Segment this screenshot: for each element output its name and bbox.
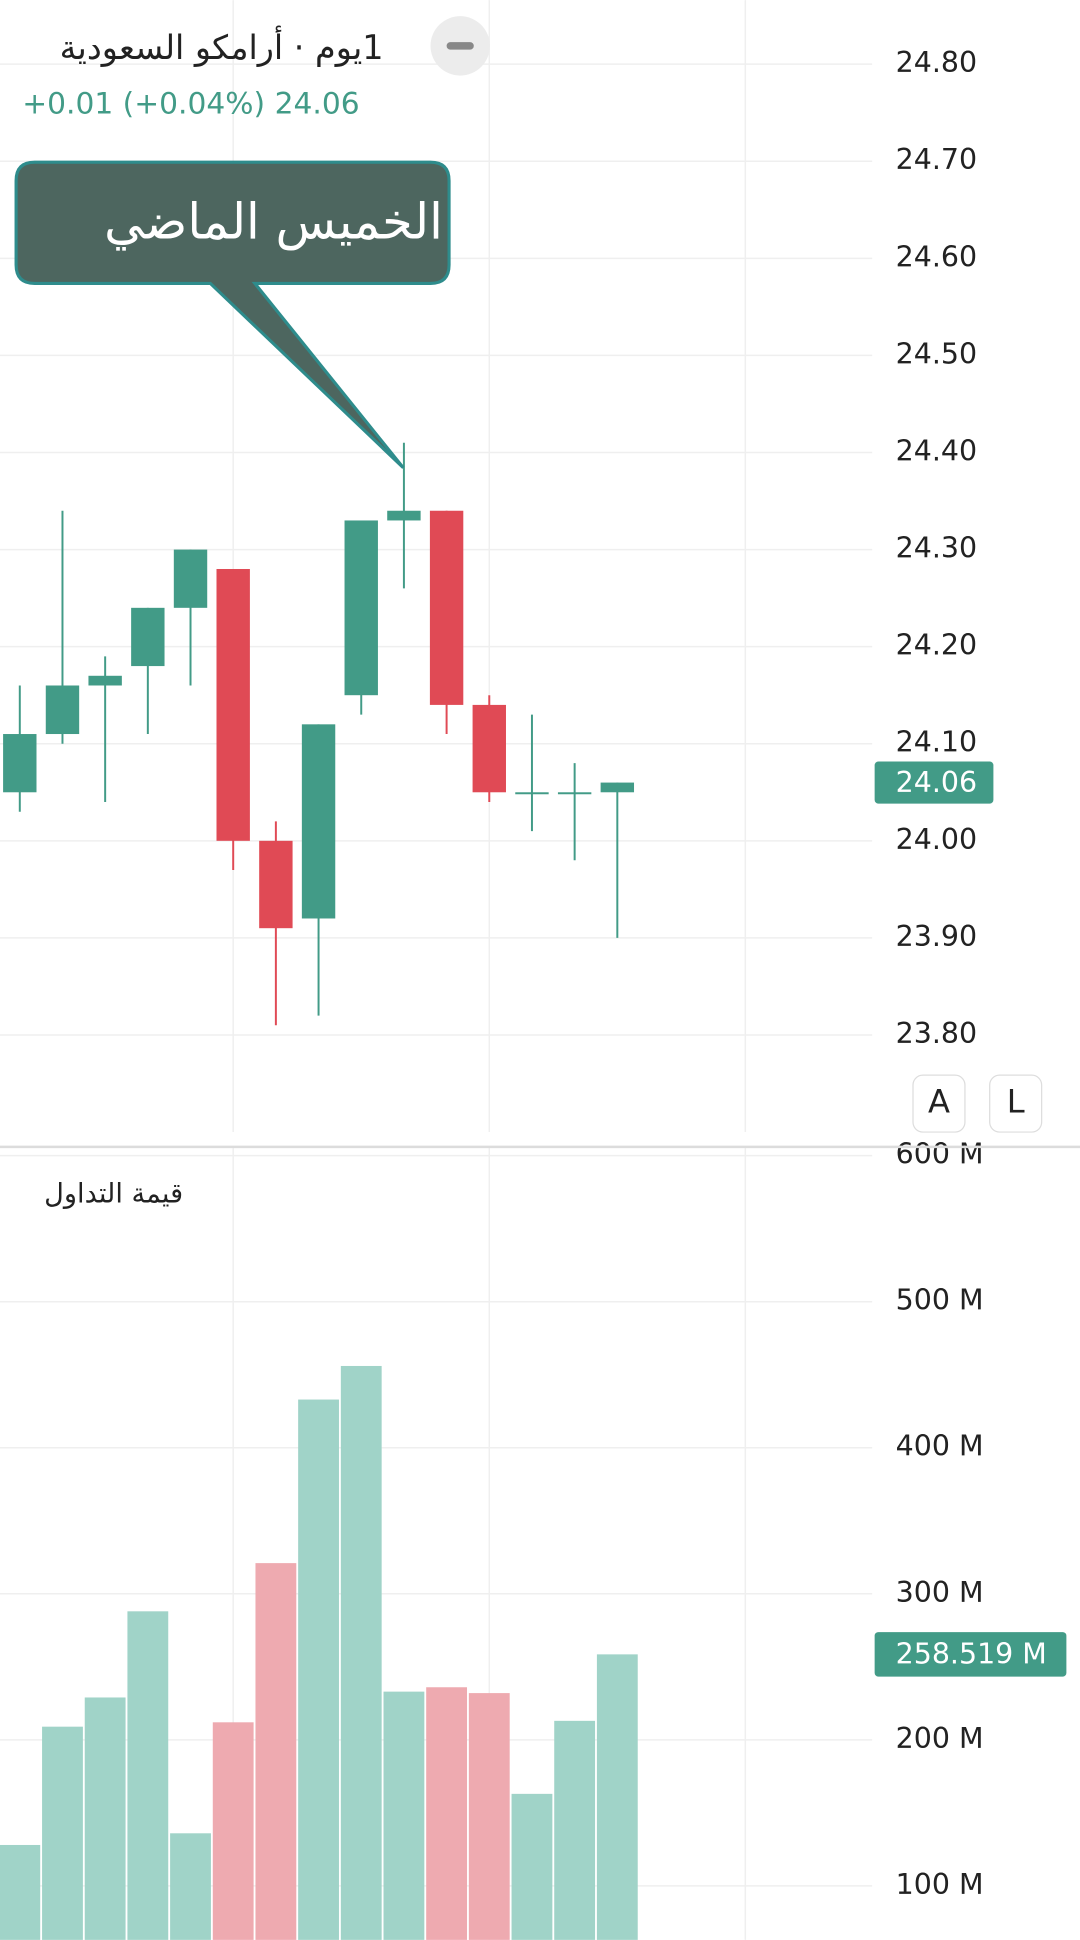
- marks-layer: 24.80 24.70 24.60 24.50 24.40 24.30 24.20 24.10…: [0, 46, 1067, 1940]
- y-tick-label: 300 M: [896, 1576, 984, 1609]
- y-tick-label: 24.30: [896, 532, 977, 565]
- volume-bar: [340, 1365, 382, 1940]
- y-tick-label: 500 M: [896, 1284, 984, 1317]
- callout: الخميس الماضي: [14, 160, 451, 469]
- y-tick-label: 24.80: [896, 46, 977, 79]
- y-tick-label: 100 M: [896, 1868, 984, 1901]
- candle-body: [88, 675, 122, 686]
- candle-body: [429, 510, 464, 705]
- volume-bar: [42, 1726, 83, 1940]
- y-tick-label: 200 M: [896, 1722, 984, 1755]
- candle-body: [131, 607, 165, 667]
- volume-bar: [0, 1844, 41, 1940]
- last-price-tag-label: 24.06: [896, 766, 977, 799]
- y-tick-label: 600 M: [896, 1138, 984, 1171]
- volume-title: قيمة التداول: [44, 1179, 183, 1210]
- volume-tag-label: 258.519 M: [896, 1638, 1047, 1671]
- volume-bar: [554, 1720, 596, 1940]
- volume-bar: [596, 1654, 638, 1940]
- y-tick-label: 24.70: [896, 143, 977, 176]
- log-scale-button[interactable]: [989, 1074, 1043, 1133]
- symbol-title: 1يوم · أرامكو السعودية: [60, 25, 384, 67]
- auto-scale-label[interactable]: A: [928, 1083, 950, 1121]
- y-tick-label: 23.90: [896, 920, 977, 953]
- y-tick-label: 24.50: [896, 337, 977, 370]
- price-change: +0.01 (+0.04%): [22, 87, 265, 122]
- candle-body: [472, 704, 506, 793]
- volume-bar: [212, 1722, 254, 1940]
- volume-bar: [468, 1693, 510, 1940]
- candle-body: [259, 840, 293, 929]
- volume-bar: [255, 1563, 297, 1940]
- volume-bar: [170, 1833, 211, 1940]
- candle-body: [600, 782, 635, 793]
- candle-body: [173, 549, 208, 608]
- volume-bar: [298, 1399, 339, 1940]
- y-tick-label: 24.10: [896, 726, 977, 759]
- candle-body: [387, 510, 421, 521]
- volume-bar: [511, 1793, 553, 1940]
- volume-tag: [874, 1632, 1067, 1677]
- callout-text: الخميس الماضي: [104, 193, 443, 251]
- y-tick-label: 24.40: [896, 434, 977, 467]
- y-tick-label: 400 M: [896, 1430, 984, 1463]
- y-tick-label: 24.20: [896, 629, 977, 662]
- candle-body: [216, 568, 250, 841]
- volume-bar: [84, 1697, 126, 1940]
- log-scale-label[interactable]: L: [1007, 1083, 1025, 1121]
- volume-bar: [127, 1611, 169, 1940]
- candle-body: [557, 792, 592, 795]
- candle-body: [344, 520, 378, 696]
- candle-body: [3, 734, 37, 793]
- volume-bar: [383, 1691, 425, 1940]
- y-tick-label: 23.80: [896, 1017, 977, 1050]
- candle-body: [515, 792, 549, 795]
- last-price-tag: [874, 761, 994, 804]
- auto-scale-button[interactable]: [912, 1074, 966, 1133]
- y-tick-label: 24.00: [896, 823, 977, 856]
- collapse-icon: [446, 42, 474, 50]
- volume-bar: [426, 1687, 468, 1940]
- candle-body: [301, 724, 336, 919]
- y-tick-label: 24.60: [896, 240, 977, 273]
- last-price: 24.06: [275, 87, 360, 122]
- header-area: [0, 0, 872, 25]
- callout-bubble: [14, 160, 451, 469]
- candle-body: [45, 685, 80, 735]
